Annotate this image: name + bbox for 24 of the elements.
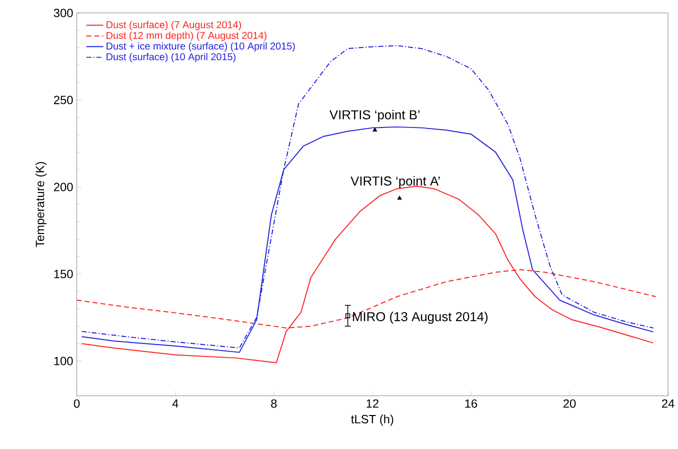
legend-label: Dust (surface) (7 August 2014) <box>106 21 241 30</box>
x-tick-label: 12 <box>366 399 378 408</box>
y-tick-label: 100 <box>54 356 73 366</box>
legend-label: Dust + ice mixture (surface) (10 April 2015) <box>106 42 295 52</box>
y-tick-label: 300 <box>54 8 73 18</box>
x-tick-label: 16 <box>465 399 478 408</box>
x-tick-label: 4 <box>172 400 178 408</box>
point <box>345 314 350 318</box>
y-tick-label: 150 <box>54 270 73 278</box>
y-axis-title: Temperature (K) <box>35 162 47 248</box>
x-tick-label: 8 <box>271 399 277 408</box>
x-tick-label: 0 <box>74 399 80 408</box>
x-tick-label: 24 <box>662 399 674 408</box>
y-tick-label: 200 <box>54 182 73 192</box>
y-tick-label: 250 <box>54 96 73 104</box>
annotation: VIRTIS ‘point B’ <box>329 110 420 122</box>
x-axis-title: tLST (h) <box>351 414 394 426</box>
annotation: VIRTIS ‘point A’ <box>350 176 440 188</box>
point <box>372 128 378 132</box>
legend-label: Dust (12 mm depth) (7 August 2014) <box>106 32 266 42</box>
annotation: MIRO (13 August 2014) <box>353 312 488 324</box>
point <box>397 196 402 200</box>
legend-label: Dust (surface) (10 April 2015) <box>106 53 236 62</box>
x-tick-label: 20 <box>563 399 576 408</box>
